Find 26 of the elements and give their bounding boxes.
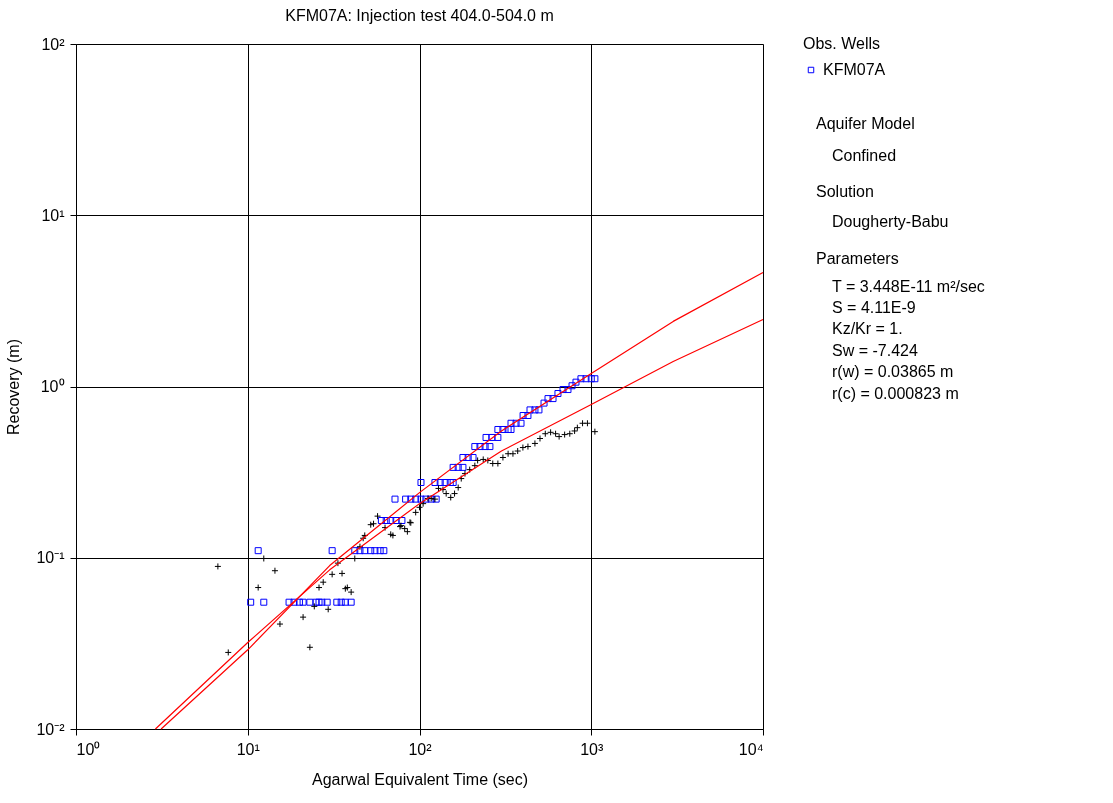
text: Kz/Kr = 1.	[832, 320, 903, 337]
x-tick-label: 10³	[580, 740, 604, 758]
x-tick-label: 10⁴	[738, 740, 764, 758]
y-tick-label: 10¹	[41, 206, 65, 224]
legend-label: KFM07A	[823, 61, 886, 78]
text: Sw = -7.424	[832, 342, 918, 359]
text: Parameters	[816, 250, 899, 267]
text: Dougherty-Babu	[832, 213, 949, 230]
x-tick-label: 10²	[408, 740, 433, 758]
x-tick-label: 10¹	[236, 740, 260, 758]
text: Aquifer Model	[816, 115, 915, 132]
x-tick-label: 10⁰	[76, 740, 101, 758]
y-tick-label: 10⁻²	[36, 720, 66, 738]
text: Solution	[816, 183, 874, 200]
text: S = 4.11E-9	[832, 299, 916, 316]
y-tick-label: 10⁻¹	[36, 549, 65, 567]
legend-title: Obs. Wells	[803, 35, 881, 52]
y-tick-label: 10²	[41, 35, 66, 53]
text: r(c) = 0.000823 m	[832, 385, 959, 402]
text: Confined	[832, 147, 897, 164]
text: T = 3.448E-11 m²/sec	[832, 278, 985, 295]
y-axis-title: Recovery (m)	[5, 338, 23, 436]
y-tick-label: 10⁰	[40, 378, 65, 395]
text: r(w) = 0.03865 m	[832, 363, 954, 380]
x-axis-title: Agarwal Equivalent Time (sec)	[311, 770, 529, 788]
chart-title: KFM07A: Injection test 404.0-504.0 m	[285, 7, 554, 24]
